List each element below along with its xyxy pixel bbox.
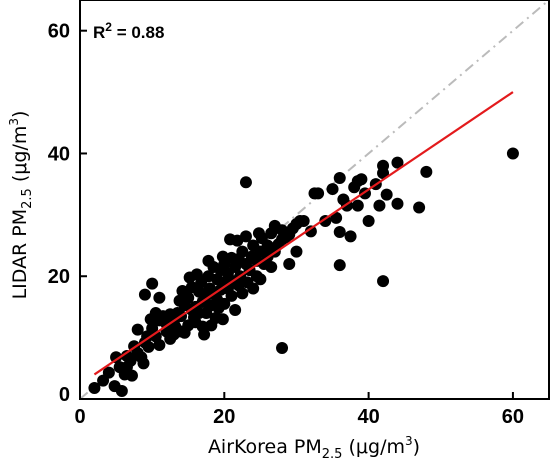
data-point: [173, 294, 186, 307]
data-point: [224, 233, 237, 246]
data-point: [216, 313, 229, 326]
x-axis-label: AirKorea PM2.5 (μg/m3): [208, 434, 420, 461]
data-point: [153, 338, 166, 351]
y-tick-label: 20: [48, 266, 70, 288]
identity-reference-line: [80, 0, 549, 399]
data-point: [236, 287, 249, 300]
data-point: [102, 366, 115, 379]
data-point: [115, 385, 128, 398]
data-point: [254, 273, 267, 286]
y-tick-label: 40: [48, 143, 70, 165]
data-point: [144, 313, 157, 326]
data-point: [391, 197, 404, 210]
data-point: [304, 225, 317, 238]
x-tick-label: 0: [74, 406, 85, 428]
data-point: [319, 214, 332, 227]
data-point: [333, 259, 346, 272]
data-point: [229, 303, 242, 316]
axis-ticks: 0 20 40 60 0 20 40 60: [48, 21, 524, 428]
data-point: [326, 183, 339, 196]
data-point: [142, 340, 155, 353]
data-point: [283, 228, 296, 241]
data-point: [202, 254, 215, 267]
y-tick-label: 0: [59, 384, 70, 406]
data-point: [283, 257, 296, 270]
data-point: [131, 323, 144, 336]
x-tick-label: 40: [357, 406, 379, 428]
data-point: [120, 361, 133, 374]
x-tick-label: 20: [213, 406, 235, 428]
y-tick-label: 60: [48, 21, 70, 43]
data-point: [137, 357, 150, 370]
data-point: [276, 342, 289, 355]
r-squared-annotation: R2 = 0.88: [93, 20, 164, 42]
data-point: [88, 381, 101, 394]
data-point: [355, 173, 368, 186]
data-point: [225, 289, 238, 302]
data-point: [333, 226, 346, 239]
data-point: [351, 199, 364, 212]
data-point: [373, 199, 386, 212]
y-axis-label: LIDAR PM2.5 (μg/m3): [7, 111, 35, 300]
regression-fit-line: [93, 91, 514, 376]
data-point: [239, 176, 252, 189]
data-point: [362, 214, 375, 227]
data-points: [88, 147, 519, 398]
data-point: [198, 328, 211, 341]
data-point: [183, 271, 196, 284]
data-point: [377, 275, 390, 288]
data-point: [377, 167, 390, 180]
data-point: [138, 288, 151, 301]
data-point: [413, 201, 426, 214]
data-point: [333, 172, 346, 185]
data-point: [236, 245, 249, 258]
data-point: [297, 214, 310, 227]
data-point: [178, 326, 191, 339]
data-point: [164, 332, 177, 345]
data-point: [265, 261, 278, 274]
data-point: [290, 245, 303, 258]
data-point: [218, 297, 231, 310]
data-point: [420, 165, 433, 178]
data-point: [391, 156, 404, 169]
data-point: [330, 211, 343, 224]
data-point: [344, 230, 357, 243]
data-point: [153, 291, 166, 304]
data-point: [506, 147, 519, 160]
data-point: [247, 282, 260, 295]
plot-frame: [79, 0, 550, 400]
data-point: [312, 187, 325, 200]
data-point: [216, 250, 229, 263]
data-point: [380, 188, 393, 201]
data-point: [110, 351, 123, 364]
x-tick-label: 60: [502, 406, 524, 428]
data-point: [252, 227, 265, 240]
data-point: [146, 277, 159, 290]
